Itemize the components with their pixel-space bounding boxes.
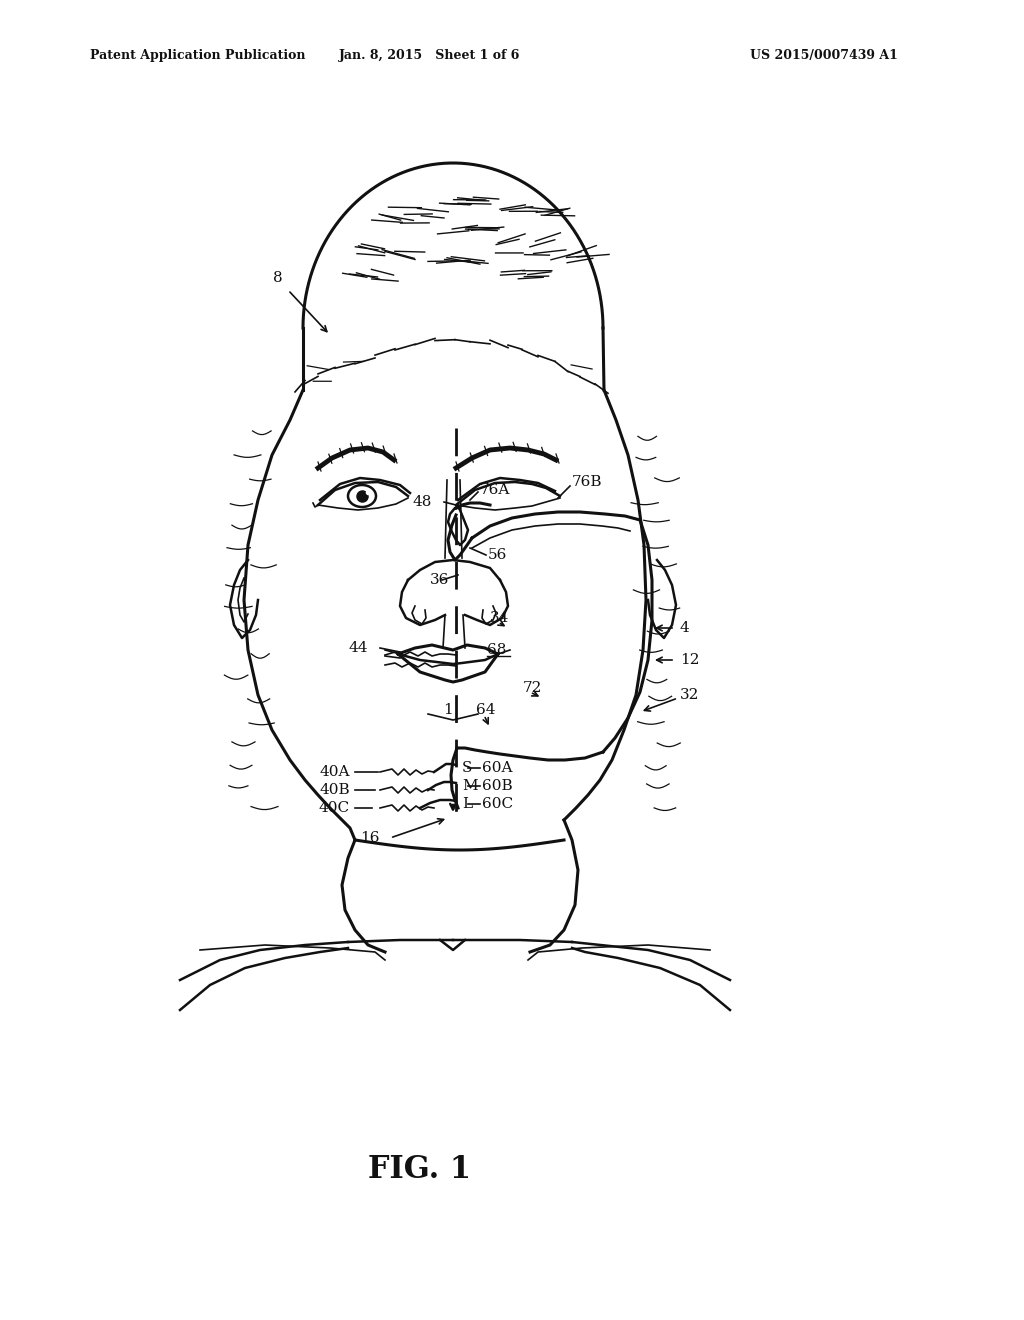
Text: 36: 36: [430, 573, 450, 587]
Text: 1: 1: [443, 704, 453, 717]
Text: 68: 68: [487, 643, 507, 657]
Text: M: M: [462, 779, 477, 793]
Text: 32: 32: [680, 688, 699, 702]
Text: 76B: 76B: [572, 475, 602, 488]
Text: S: S: [462, 762, 472, 775]
Text: 76A: 76A: [480, 483, 510, 498]
Text: 60A: 60A: [482, 762, 512, 775]
Text: 40C: 40C: [318, 801, 350, 814]
Text: 16: 16: [360, 832, 380, 845]
Text: Patent Application Publication: Patent Application Publication: [90, 49, 305, 62]
Text: 48: 48: [413, 495, 432, 510]
Text: 4: 4: [680, 620, 690, 635]
Text: 34: 34: [490, 611, 509, 624]
Text: 40B: 40B: [319, 783, 350, 797]
Text: 60B: 60B: [482, 779, 513, 793]
Text: 64: 64: [476, 704, 496, 717]
Text: Jan. 8, 2015   Sheet 1 of 6: Jan. 8, 2015 Sheet 1 of 6: [339, 49, 520, 62]
Text: 12: 12: [680, 653, 699, 667]
Text: US 2015/0007439 A1: US 2015/0007439 A1: [750, 49, 898, 62]
Text: 56: 56: [488, 548, 507, 562]
Text: 72: 72: [523, 681, 543, 696]
Text: L: L: [462, 797, 472, 810]
Text: 44: 44: [348, 642, 368, 655]
Text: 8: 8: [273, 271, 283, 285]
Text: 40A: 40A: [319, 766, 350, 779]
Text: FIG. 1: FIG. 1: [369, 1155, 471, 1185]
Text: 60C: 60C: [482, 797, 513, 810]
